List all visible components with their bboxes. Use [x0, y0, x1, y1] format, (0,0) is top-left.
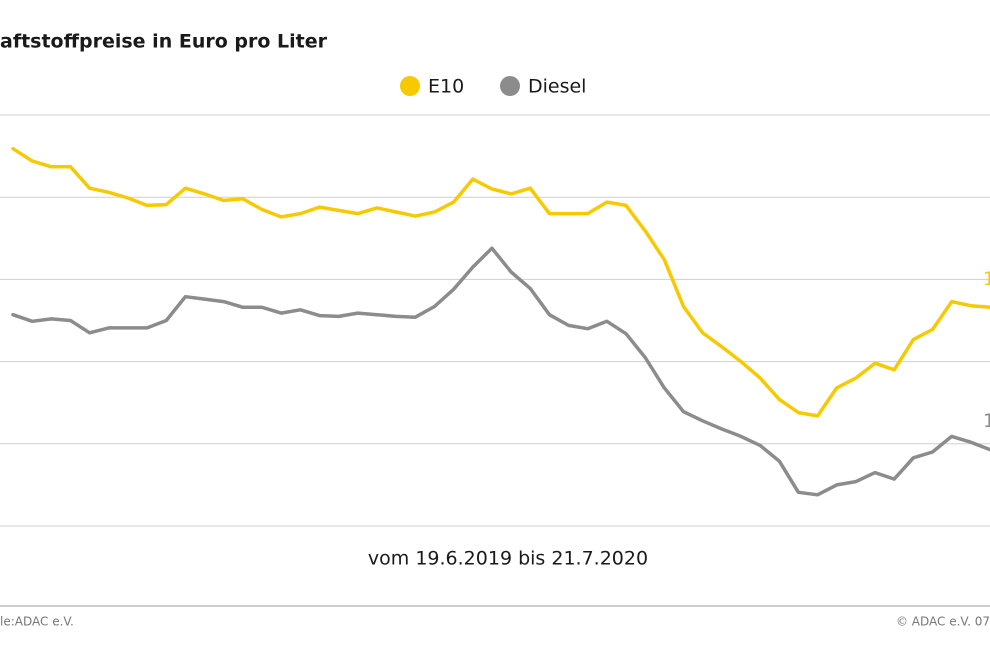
- series-line: [11, 246, 990, 497]
- legend-marker: [500, 76, 520, 96]
- end-label: 1: [983, 268, 990, 290]
- source: le:ADAC e.V.: [0, 615, 74, 629]
- series-line: [11, 146, 990, 418]
- legend-label: E10: [428, 76, 464, 98]
- legend-label: Diesel: [528, 76, 586, 98]
- chart-subtitle: vom 19.6.2019 bis 21.7.2020: [368, 548, 648, 570]
- legend-marker: [400, 76, 420, 96]
- chart-title: aftstoffpreise in Euro pro Liter: [0, 31, 328, 53]
- end-label: 1: [983, 410, 990, 432]
- copyright: © ADAC e.V. 07: [896, 615, 990, 629]
